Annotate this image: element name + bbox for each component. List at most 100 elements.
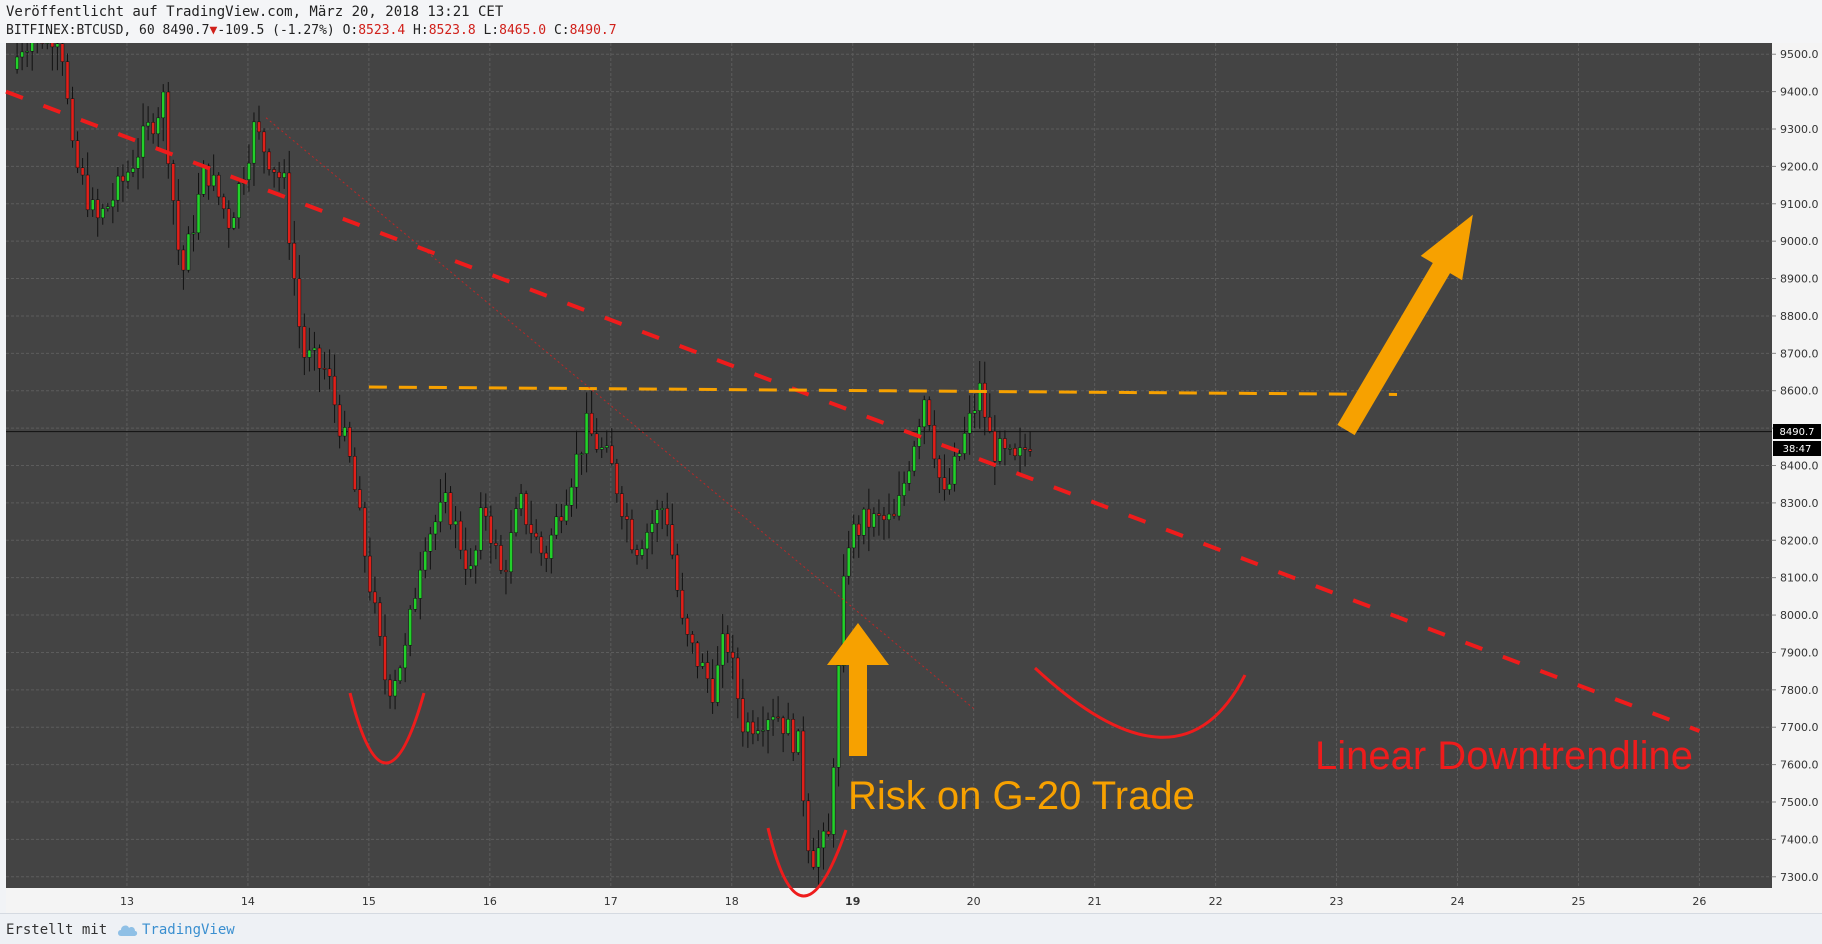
low-label: L: bbox=[483, 23, 499, 38]
candle-body bbox=[807, 801, 810, 851]
time-tick-label: 25 bbox=[1571, 895, 1585, 908]
candle-body bbox=[479, 508, 482, 550]
candle-body bbox=[494, 543, 497, 545]
candle-body bbox=[968, 413, 971, 433]
candle-body bbox=[162, 92, 165, 118]
price-tick-label: 9000.0 bbox=[1780, 235, 1819, 248]
candle-body bbox=[1024, 448, 1027, 450]
candle-body bbox=[182, 250, 185, 270]
candle-body bbox=[106, 207, 109, 209]
candle-body bbox=[227, 209, 230, 228]
candle-body bbox=[525, 494, 528, 525]
candle-body bbox=[630, 519, 633, 549]
candle-body bbox=[71, 99, 74, 141]
candle-body bbox=[686, 618, 689, 634]
price-tick-label: 7900.0 bbox=[1780, 646, 1819, 659]
candle-body bbox=[192, 233, 195, 234]
candle-body bbox=[504, 570, 507, 572]
candle-body bbox=[903, 483, 906, 495]
candle-body bbox=[782, 718, 785, 734]
candle-body bbox=[136, 157, 139, 168]
time-tick-label: 19 bbox=[845, 895, 860, 908]
candle-body bbox=[777, 717, 780, 718]
candle-body bbox=[605, 446, 608, 448]
price-tick-label: 9300.0 bbox=[1780, 123, 1819, 136]
candle-body bbox=[187, 234, 190, 270]
time-tick-label: 16 bbox=[483, 895, 497, 908]
candle-body bbox=[1013, 448, 1016, 455]
risk-annotation-text: Risk on G-20 Trade bbox=[848, 774, 1195, 818]
candle-body bbox=[852, 524, 855, 548]
candle-body bbox=[464, 550, 467, 569]
candle-body bbox=[595, 434, 598, 450]
candle-body bbox=[928, 400, 931, 425]
price-axis-background[interactable] bbox=[1772, 43, 1822, 913]
candle-body bbox=[973, 411, 976, 414]
time-tick-label: 23 bbox=[1330, 895, 1344, 908]
candle-body bbox=[262, 132, 265, 152]
last-price: 8490.7 bbox=[163, 23, 210, 38]
candle-body bbox=[323, 368, 326, 369]
time-tick-label: 18 bbox=[725, 895, 739, 908]
time-axis-background[interactable] bbox=[6, 888, 1772, 913]
price-tick-label: 8400.0 bbox=[1780, 460, 1819, 473]
credit-text: Erstellt mit bbox=[6, 922, 107, 938]
candle-body bbox=[308, 350, 311, 357]
time-tick-label: 26 bbox=[1692, 895, 1706, 908]
candle-body bbox=[278, 172, 281, 177]
candle-body bbox=[988, 417, 991, 431]
candle-body bbox=[898, 496, 901, 516]
candle-body bbox=[560, 517, 563, 521]
candle-body bbox=[882, 515, 885, 519]
candle-body bbox=[908, 471, 911, 483]
candle-body bbox=[358, 490, 361, 508]
candle-body bbox=[832, 767, 835, 834]
candle-body bbox=[696, 643, 699, 667]
candle-body bbox=[454, 521, 457, 524]
candle-body bbox=[877, 514, 880, 516]
candle-body bbox=[232, 218, 235, 228]
downtrend-annotation-text: Linear Downtrendline bbox=[1315, 734, 1693, 778]
time-tick-label: 22 bbox=[1209, 895, 1223, 908]
symbol-label[interactable]: BITFINEX:BTCUSD, 60 bbox=[6, 23, 155, 38]
price-tick-label: 9200.0 bbox=[1780, 160, 1819, 173]
candle-body bbox=[766, 720, 769, 730]
time-tick-label: 24 bbox=[1451, 895, 1465, 908]
candle-body bbox=[328, 369, 331, 376]
open-label: O: bbox=[343, 23, 359, 38]
tradingview-cloud-icon[interactable] bbox=[116, 923, 138, 937]
candle-body bbox=[399, 668, 402, 681]
candle-body bbox=[1008, 448, 1011, 449]
candle-body bbox=[625, 516, 628, 519]
high-value: 8523.8 bbox=[429, 23, 476, 38]
candle-body bbox=[338, 405, 341, 436]
time-tick-label: 15 bbox=[362, 895, 376, 908]
candle-body bbox=[348, 427, 351, 456]
candle-body bbox=[514, 509, 517, 533]
candle-body bbox=[847, 548, 850, 576]
candle-body bbox=[383, 636, 386, 680]
candle-body bbox=[414, 598, 417, 609]
candle-body bbox=[736, 658, 739, 699]
price-tick-label: 9100.0 bbox=[1780, 198, 1819, 211]
candle-body bbox=[575, 454, 578, 487]
candle-body bbox=[892, 514, 895, 516]
price-tick-label: 8000.0 bbox=[1780, 609, 1819, 622]
candle-body bbox=[600, 448, 603, 450]
price-chart[interactable]: Risk on G-20 Trade Linear Downtrendline … bbox=[0, 43, 1822, 913]
candle-body bbox=[76, 141, 79, 168]
candle-body bbox=[394, 681, 397, 696]
price-tick-label: 8200.0 bbox=[1780, 534, 1819, 547]
candle-body bbox=[283, 173, 286, 178]
tradingview-link[interactable]: TradingView bbox=[142, 922, 235, 938]
open-value: 8523.4 bbox=[358, 23, 405, 38]
price-tick-label: 7300.0 bbox=[1780, 871, 1819, 884]
time-tick-label: 13 bbox=[120, 895, 134, 908]
candle-body bbox=[1029, 449, 1032, 451]
candle-body bbox=[827, 831, 830, 834]
candle-body bbox=[913, 446, 916, 471]
candle-body bbox=[509, 533, 512, 572]
candle-body bbox=[61, 44, 64, 62]
candle-body bbox=[388, 680, 391, 696]
candle-body bbox=[202, 166, 205, 194]
